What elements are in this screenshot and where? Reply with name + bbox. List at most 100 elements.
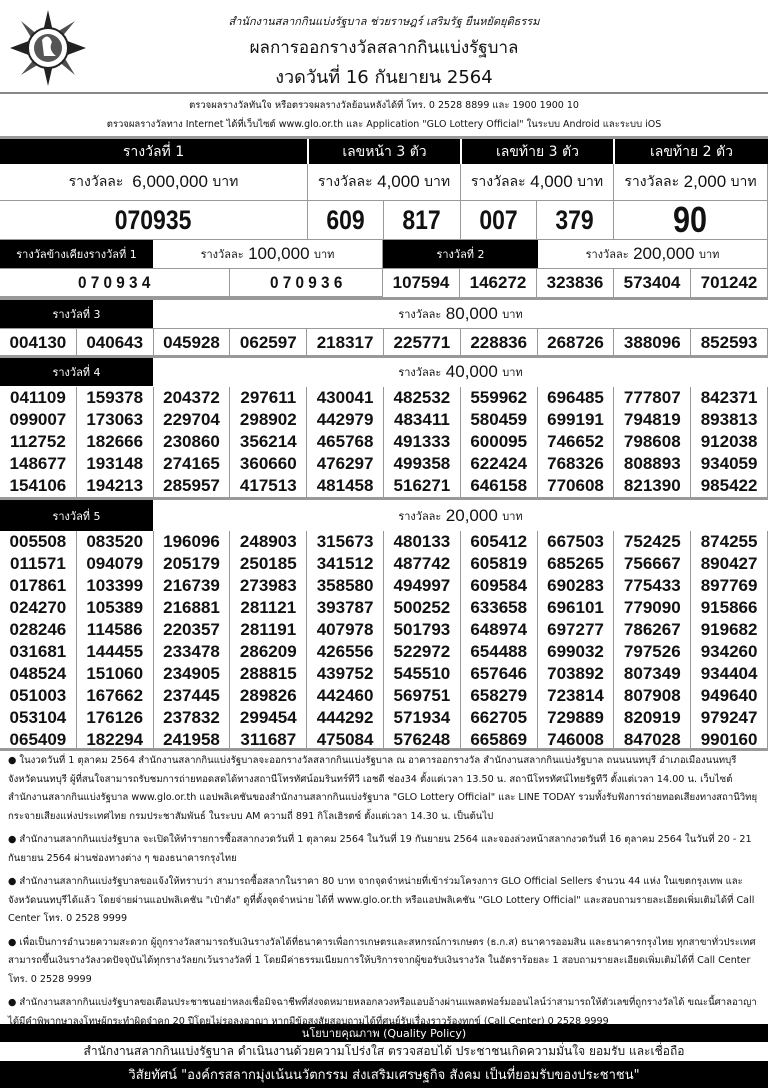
prize4-number: 491333	[384, 431, 461, 453]
prize4-number: 360660	[230, 453, 308, 475]
prize2-number: 323836	[537, 269, 614, 297]
prize5-number: 703892	[538, 663, 615, 685]
prize5-number: 605412	[461, 531, 538, 553]
prize4-number: 646158	[461, 475, 538, 497]
prize2-amount: รางวัลละ 200,000 บาท	[538, 240, 768, 268]
prize4-number: 842371	[691, 387, 768, 409]
prize5-number: 182294	[77, 729, 154, 751]
note-item: ● เพื่อเป็นการอำนวยความสะดวก ผู้ถูกรางวั…	[8, 936, 756, 985]
note-item: ● สำนักงานสลากกินแบ่งรัฐบาลขอแจ้งให้ทราบ…	[8, 876, 755, 924]
prize5-number: 442460	[307, 685, 384, 707]
prize3-number: 218317	[307, 329, 384, 356]
back3-number: 007	[461, 201, 537, 240]
announcements: ● ในงวดวันที่ 1 ตุลาคม 2564 สำนักงานสลาก…	[8, 752, 763, 1036]
prize3-number: 225771	[384, 329, 461, 356]
prize5-number: 281121	[230, 597, 308, 619]
prize5-number: 439752	[307, 663, 384, 685]
prize5-number: 658279	[461, 685, 538, 707]
prize5-number: 569751	[384, 685, 461, 707]
prize3-number: 045928	[154, 329, 231, 356]
prize5-number: 393787	[307, 597, 384, 619]
prize1-header: รางวัลที่ 1	[0, 139, 307, 164]
prize5-number: 605819	[461, 553, 538, 575]
near1-number: 0 7 0 9 3 4	[0, 269, 230, 297]
prize5-number: 665869	[461, 729, 538, 751]
prize5-number: 299454	[230, 707, 308, 729]
prize5-number: 934260	[691, 641, 768, 663]
prize5-number: 890427	[691, 553, 768, 575]
prize5-number: 807908	[614, 685, 692, 707]
prize5-number: 281191	[230, 619, 308, 641]
prize4-number: 912038	[691, 431, 768, 453]
prize3-number: 228836	[461, 329, 538, 356]
prize5-number: 017861	[0, 575, 77, 597]
prize5-number: 288815	[230, 663, 308, 685]
prize5-number: 233478	[154, 641, 231, 663]
prize5-number: 234905	[154, 663, 231, 685]
prize5-number: 723814	[538, 685, 615, 707]
prize5-number: 696101	[538, 597, 615, 619]
prize5-number: 151060	[77, 663, 154, 685]
prize4-number: 204372	[154, 387, 231, 409]
prize2-number: 146272	[460, 269, 537, 297]
prize4-number: 821390	[614, 475, 692, 497]
prize5-number: 426556	[307, 641, 384, 663]
prize5-number: 657646	[461, 663, 538, 685]
quality-policy: สำนักงานสลากกินแบ่งรัฐบาล ดำเนินงานด้วยค…	[83, 1044, 685, 1058]
prize4-number: 777807	[614, 387, 692, 409]
prize5-number: 216739	[154, 575, 231, 597]
prize4-number: 159378	[77, 387, 154, 409]
prize4-number: 499358	[384, 453, 461, 475]
prize5-number: 286209	[230, 641, 308, 663]
prize5-number: 250185	[230, 553, 308, 575]
prize4-number: 274165	[154, 453, 231, 475]
prize4-number: 193148	[77, 453, 154, 475]
prize5-amount: รางวัลละ 20,000 บาท	[398, 505, 523, 525]
prize4-number: 298902	[230, 409, 308, 431]
prize5-number: 011571	[0, 553, 77, 575]
prize5-number: 746008	[538, 729, 615, 751]
prize5-number: 237445	[154, 685, 231, 707]
note-item: ● ในงวดวันที่ 1 ตุลาคม 2564 สำนักงานสลาก…	[8, 755, 758, 822]
phone-info: ตรวจผลรางวัลทันใจ หรือตรวจผลรางวัลย้อนหล…	[189, 100, 579, 111]
prize2-header: รางวัลที่ 2	[383, 240, 538, 268]
prize5-number: 752425	[614, 531, 692, 553]
prize5-number: 273983	[230, 575, 308, 597]
prize4-number: 285957	[154, 475, 231, 497]
prize5-number: 053104	[0, 707, 77, 729]
prize4-number: 194213	[77, 475, 154, 497]
prize5-number: 196096	[154, 531, 231, 553]
prize5-number: 487742	[384, 553, 461, 575]
prize3-number: 040643	[77, 329, 154, 356]
prize4-number: 516271	[384, 475, 461, 497]
prize4-number: 770608	[538, 475, 615, 497]
prize4-number: 442979	[307, 409, 384, 431]
prize5-number: 094079	[77, 553, 154, 575]
prize4-number: 580459	[461, 409, 538, 431]
prize5-number: 024270	[0, 597, 77, 619]
prize4-number: 794819	[614, 409, 692, 431]
prize5-number: 205179	[154, 553, 231, 575]
front3-header: เลขหน้า 3 ตัว	[309, 139, 460, 164]
prize5-number: 807349	[614, 663, 692, 685]
prize5-number: 105389	[77, 597, 154, 619]
prize3-number: 004130	[0, 329, 77, 356]
prize5-number: 144455	[77, 641, 154, 663]
prize5-number: 480133	[384, 531, 461, 553]
prize4-number: 985422	[691, 475, 768, 497]
near1-number: 0 7 0 9 3 6	[230, 269, 383, 297]
quality-policy-title: นโยบายคุณภาพ (Quality Policy)	[0, 1024, 768, 1042]
prize4-number: 483411	[384, 409, 461, 431]
prize4-number: 230860	[154, 431, 231, 453]
prize3-number: 062597	[230, 329, 308, 356]
prize4-number: 481458	[307, 475, 384, 497]
front3-amount: รางวัลละ 4,000 บาท	[308, 164, 461, 201]
prize5-number: 847028	[614, 729, 692, 751]
prize5-number: 005508	[0, 531, 77, 553]
prize4-number: 768326	[538, 453, 615, 475]
prize5-number: 667503	[538, 531, 615, 553]
prize4-number: 699191	[538, 409, 615, 431]
prize5-number: 979247	[691, 707, 768, 729]
prize5-number: 444292	[307, 707, 384, 729]
prize5-number: 690283	[538, 575, 615, 597]
